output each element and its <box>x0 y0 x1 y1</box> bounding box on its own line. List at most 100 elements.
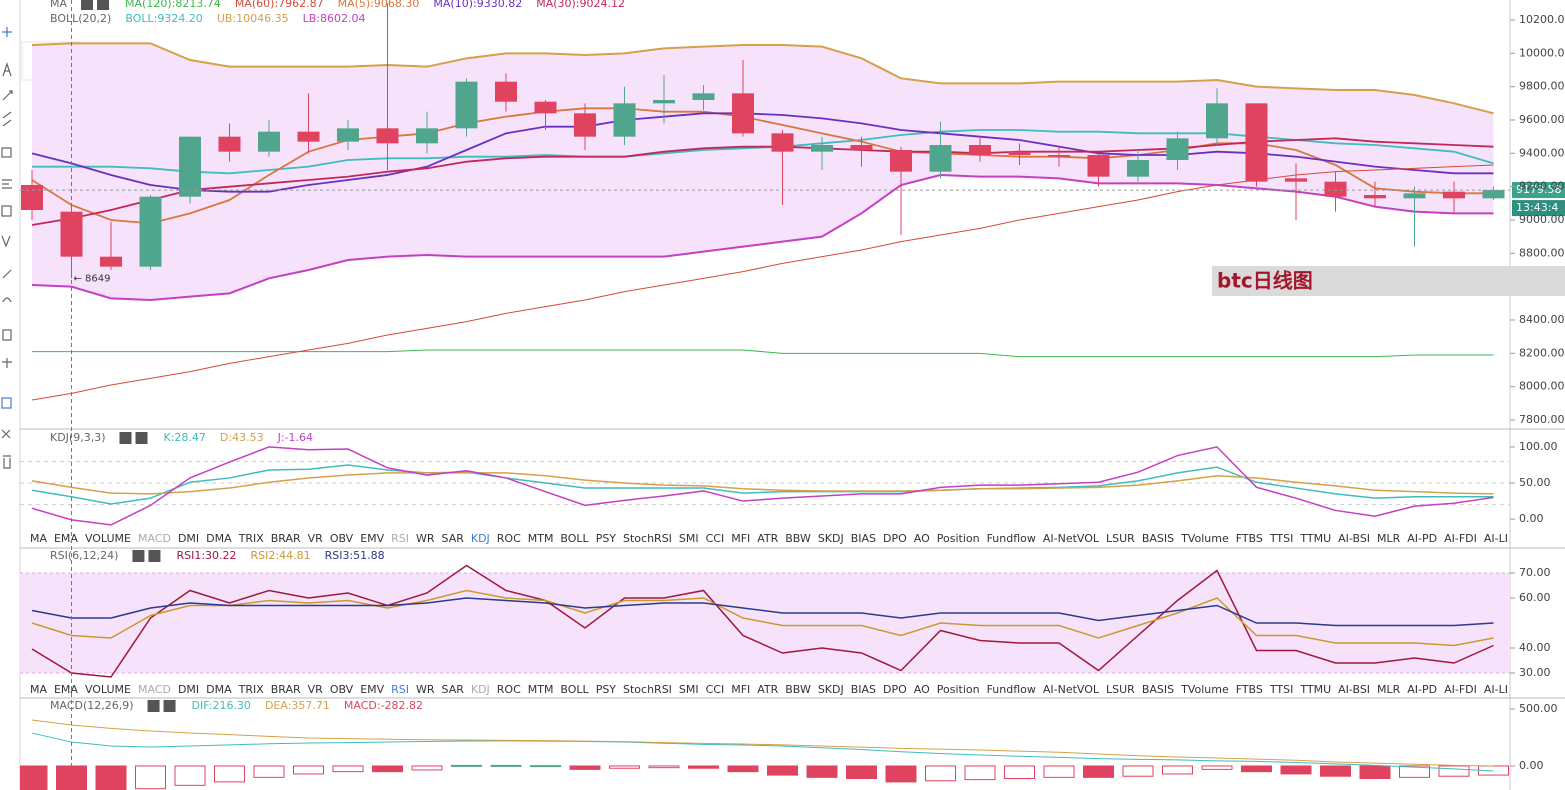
indicator-tab[interactable]: ATR <box>757 683 778 696</box>
indicator-tab[interactable]: BASIS <box>1142 683 1174 696</box>
indicator-tab[interactable]: BIAS <box>851 532 876 545</box>
indicator-tab[interactable]: PSY <box>596 683 617 696</box>
indicator-tab[interactable]: SAR <box>442 532 465 545</box>
indicator-tab[interactable]: TTMU <box>1299 683 1331 696</box>
pen-tool[interactable] <box>2 269 12 279</box>
indicator-tab[interactable]: EMA <box>54 683 78 696</box>
indicator-tab[interactable]: Fundflow <box>987 532 1036 545</box>
indicator-tab[interactable]: ROC <box>497 683 521 696</box>
indicator-tab[interactable]: AI-BSI <box>1338 683 1370 696</box>
indicator-tab[interactable]: TTSI <box>1269 683 1293 696</box>
indicator-tab[interactable]: SMI <box>679 532 699 545</box>
indicator-tab[interactable]: MA <box>30 683 47 696</box>
indicator-tab[interactable]: EMA <box>54 532 78 545</box>
indicator-tab[interactable]: AI-NetVOL <box>1043 532 1100 545</box>
close-button[interactable] <box>163 700 176 712</box>
indicator-tab[interactable]: AI-FDI <box>1444 532 1477 545</box>
indicator-tab[interactable]: BRAR <box>271 683 301 696</box>
indicator-tab[interactable]: DMI <box>178 532 199 545</box>
indicator-tab[interactable]: FTBS <box>1236 532 1263 545</box>
indicator-tab[interactable]: MFI <box>731 532 750 545</box>
magnet-tool[interactable] <box>1 397 12 409</box>
hide-tool[interactable] <box>1 429 11 439</box>
indicator-tab[interactable]: LSUR <box>1106 683 1135 696</box>
delete-tool[interactable] <box>3 455 11 469</box>
indicator-tab[interactable]: DPO <box>883 532 907 545</box>
indicator-tab[interactable]: AI-LI <box>1484 683 1508 696</box>
indicator-tab[interactable]: Fundflow <box>987 683 1036 696</box>
grid-tool[interactable] <box>1 205 12 217</box>
indicator-tab[interactable]: VOLUME <box>85 532 131 545</box>
measure-tool[interactable] <box>2 358 12 368</box>
indicator-tab[interactable]: AI-FDI <box>1444 683 1477 696</box>
arrow-tool[interactable] <box>2 90 13 101</box>
indicator-tab[interactable]: PSY <box>596 532 617 545</box>
settings-button[interactable] <box>119 432 132 444</box>
indicator-tab[interactable]: BOLL <box>560 683 589 696</box>
indicator-tab[interactable]: TTSI <box>1269 532 1293 545</box>
crosshair-tool[interactable] <box>2 27 12 37</box>
settings-button[interactable] <box>132 550 145 562</box>
text-tool[interactable] <box>2 62 12 77</box>
indicator-tab[interactable]: RSI <box>391 532 409 545</box>
indicator-tab[interactable]: MLR <box>1377 683 1401 696</box>
indicator-tab[interactable]: AI-PD <box>1407 532 1437 545</box>
fib-tool[interactable] <box>2 111 12 127</box>
indicator-tab[interactable]: ROC <box>497 532 521 545</box>
indicator-tab[interactable]: AO <box>914 532 930 545</box>
indicator-tab[interactable]: TVolume <box>1180 532 1229 545</box>
indicator-tab[interactable]: BOLL <box>560 532 589 545</box>
indicator-tab[interactable]: AI-PD <box>1407 683 1437 696</box>
indicator-tab[interactable]: KDJ <box>471 683 490 696</box>
indicator-tab[interactable]: VR <box>308 683 324 696</box>
indicator-tab[interactable]: OBV <box>330 532 354 545</box>
indicator-tab[interactable]: BIAS <box>851 683 876 696</box>
indicator-tab[interactable]: BASIS <box>1142 532 1174 545</box>
settings-button[interactable] <box>147 700 160 712</box>
shape-tool[interactable] <box>1 147 12 158</box>
indicator-tab[interactable]: BBW <box>785 532 811 545</box>
indicator-tab[interactable]: EMV <box>360 532 384 545</box>
indicator-tab[interactable]: DMA <box>206 532 232 545</box>
indicator-tab[interactable]: AI-NetVOL <box>1043 683 1100 696</box>
indicator-tab[interactable]: SAR <box>442 683 465 696</box>
indicator-tab[interactable]: MTM <box>528 532 554 545</box>
indicator-tab[interactable]: MACD <box>138 532 171 545</box>
indicator-tab[interactable]: AI-BSI <box>1338 532 1370 545</box>
indicator-tab[interactable]: CCI <box>706 532 725 545</box>
indicator-tab[interactable]: StochRSI <box>623 532 672 545</box>
indicator-tab[interactable]: ATR <box>757 532 778 545</box>
indicator-tab[interactable]: AI-LI <box>1484 532 1508 545</box>
indicator-tab[interactable]: VOLUME <box>85 683 131 696</box>
indicator-tab[interactable]: SKDJ <box>818 532 844 545</box>
settings-button[interactable] <box>81 0 94 10</box>
indicator-tab[interactable]: MA <box>30 532 47 545</box>
indicator-tab[interactable]: DPO <box>883 683 907 696</box>
lock-tool[interactable] <box>2 329 12 341</box>
indicator-tab[interactable]: StochRSI <box>623 683 672 696</box>
indicator-tab[interactable]: SMI <box>679 683 699 696</box>
indicator-tab[interactable]: TVolume <box>1180 683 1229 696</box>
indicator-tab[interactable]: KDJ <box>471 532 490 545</box>
indicator-tab[interactable]: MACD <box>138 683 171 696</box>
brush-tool[interactable] <box>2 297 12 303</box>
indicator-tab[interactable]: VR <box>308 532 324 545</box>
indicator-tab[interactable]: FTBS <box>1236 683 1263 696</box>
volume-tool[interactable] <box>1 235 11 248</box>
indicator-tab[interactable]: TRIX <box>238 683 265 696</box>
indicator-tab[interactable]: MTM <box>528 683 554 696</box>
indicator-tab[interactable]: TTMU <box>1299 532 1331 545</box>
indicator-tab[interactable]: Position <box>937 532 980 545</box>
pattern-tool[interactable] <box>2 179 12 189</box>
indicator-tab[interactable]: MLR <box>1377 532 1401 545</box>
indicator-tab[interactable]: DMA <box>206 683 232 696</box>
close-button[interactable] <box>135 432 148 444</box>
indicator-tab[interactable]: SKDJ <box>818 683 844 696</box>
indicator-tab[interactable]: LSUR <box>1106 532 1135 545</box>
indicator-tab[interactable]: CCI <box>706 683 725 696</box>
indicator-tab[interactable]: BRAR <box>271 532 301 545</box>
indicator-tab[interactable]: MFI <box>731 683 750 696</box>
indicator-tab[interactable]: RSI <box>391 683 409 696</box>
indicator-tab[interactable]: WR <box>416 532 435 545</box>
close-button[interactable] <box>148 550 161 562</box>
